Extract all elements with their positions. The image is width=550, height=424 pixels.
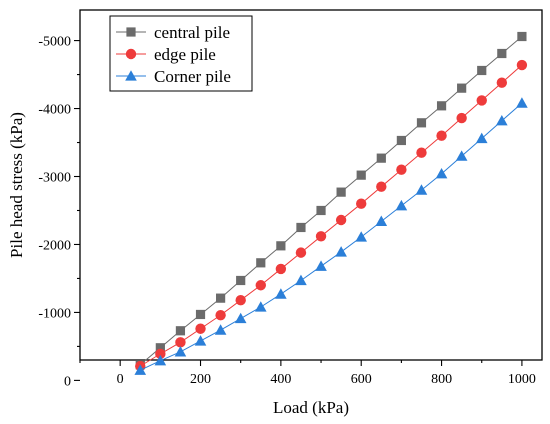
axis-ticks: 0 200 400 600 800 1000 0 -1000 -2000 -3000 -4000 -5…: [38, 35, 536, 390]
data-point-central-pile-400: [276, 241, 286, 251]
data-point-edge-pile-500: [315, 231, 327, 242]
data-point-corner-pile-50: [134, 364, 147, 375]
legend-label-corner-pile-edge: edge pile: [154, 45, 216, 64]
plot-area: [79, 9, 543, 361]
data-point-central-pile-350: [256, 258, 266, 268]
legend-symbol-edge-pile: [125, 48, 137, 60]
x-tick-label-200: 200: [190, 372, 211, 387]
data-point-central-pile-200: [195, 309, 206, 320]
data-point-edge-pile-650: [376, 181, 387, 192]
data-point-edge-pile-850: [456, 112, 467, 124]
data-point-corner-pile-1000: [516, 97, 528, 108]
data-point-edge-pile-550: [335, 214, 347, 226]
series-corner-pile: [134, 97, 528, 375]
data-point-corner-pile-650: [375, 215, 388, 226]
data-point-corner-pile-300: [234, 312, 247, 324]
data-point-edge-pile-400: [275, 263, 287, 275]
data-point-edge-pile-250: [215, 309, 226, 321]
y-tick-label--1000: -1000: [38, 306, 71, 321]
data-point-corner-pile-750: [415, 184, 428, 195]
legend-marker-edge-pile: [125, 48, 137, 60]
data-point-central-pile-100: [155, 343, 165, 353]
data-point-edge-pile-900: [476, 95, 487, 106]
data-point-central-pile-650: [376, 153, 386, 163]
data-point-corner-pile-600: [355, 231, 368, 242]
data-point-corner-pile-550: [335, 246, 347, 257]
data-point-central-pile-500: [316, 205, 326, 216]
data-point-corner-pile-400: [275, 288, 287, 299]
data-point-corner-pile-200: [194, 335, 207, 346]
y-tick-label--2000: -2000: [38, 238, 71, 253]
legend-symbol-central-pile: [126, 27, 136, 37]
x-tick-label-800: 800: [431, 372, 452, 387]
data-point-corner-pile-500: [315, 260, 327, 271]
series-edge-pile: [135, 59, 528, 372]
x-axis-label: Load (kPa): [273, 398, 349, 417]
data-point-central-pile-550: [336, 187, 346, 197]
y-tick-label--5000: -5000: [38, 35, 71, 50]
data-point-corner-pile-450: [295, 274, 307, 286]
data-point-corner-pile-150: [174, 346, 187, 357]
data-point-central-pile-850: [457, 83, 467, 93]
data-point-edge-pile-600: [356, 198, 367, 209]
data-point-corner-pile-250: [214, 324, 227, 335]
data-point-edge-pile-300: [235, 294, 246, 306]
data-point-corner-pile-800: [435, 167, 448, 179]
y-tick-label--3000: -3000: [38, 171, 71, 186]
data-point-edge-pile-450: [295, 247, 307, 258]
legend-label-corner-pile: Corner pile: [154, 67, 231, 86]
legend-entry-edge-pile: edge pile: [116, 45, 216, 64]
data-point-edge-pile-700: [396, 164, 407, 175]
legend-marker-central-pile: [126, 27, 136, 37]
legend-entry-corner-pile: Corner pile: [116, 67, 231, 86]
data-point-corner-pile-100: [154, 354, 167, 366]
data-point-edge-pile-800: [436, 130, 447, 141]
y-tick-label--4000: -4000: [38, 103, 71, 118]
x-tick-label-600: 600: [351, 372, 372, 387]
legend-marker-corner-pile: [125, 70, 137, 81]
y-tick-label-0: 0: [64, 374, 71, 389]
data-point-edge-pile-1000: [516, 59, 528, 71]
data-point-central-pile-800: [436, 101, 447, 111]
legend-entry-central-pile: central pile: [116, 23, 230, 42]
data-point-edge-pile-200: [195, 323, 206, 334]
data-point-corner-pile-350: [254, 301, 267, 312]
data-point-edge-pile-950: [496, 77, 508, 88]
series-central-pile: [135, 31, 527, 370]
data-point-central-pile-250: [216, 293, 226, 303]
series-line-edge-pile: [140, 64, 523, 367]
data-point-central-pile-900: [477, 65, 487, 76]
data-point-central-pile-300: [236, 275, 246, 286]
plot-frame: [79, 9, 543, 361]
data-point-corner-pile-950: [496, 114, 508, 126]
data-point-central-pile-150: [175, 326, 186, 336]
data-point-corner-pile-700: [395, 199, 408, 211]
data-point-central-pile-750: [416, 118, 427, 128]
legend-label-central-pile: central pile: [154, 23, 230, 42]
data-point-corner-pile-850: [455, 150, 468, 161]
data-point-central-pile-950: [497, 48, 507, 59]
data-point-central-pile-700: [396, 135, 406, 146]
x-tick-label-400: 400: [270, 372, 291, 387]
data-point-central-pile-1000: [517, 31, 527, 42]
data-point-edge-pile-350: [255, 280, 266, 291]
series-layer: [134, 31, 528, 375]
x-tick-label-0: 0: [117, 372, 124, 387]
data-point-corner-pile-900: [475, 132, 488, 144]
data-point-central-pile-450: [296, 222, 306, 233]
x-tick-label-1000: 1000: [508, 372, 536, 387]
data-point-edge-pile-100: [155, 348, 166, 360]
legend: central pile edge pile Corner pile: [109, 15, 253, 92]
legend-symbol-corner-pile: [125, 70, 137, 81]
y-axis-label: Pile head stress (kPa): [7, 112, 26, 258]
data-point-edge-pile-150: [175, 337, 186, 348]
data-point-edge-pile-750: [416, 147, 427, 158]
data-point-central-pile-600: [356, 170, 366, 180]
